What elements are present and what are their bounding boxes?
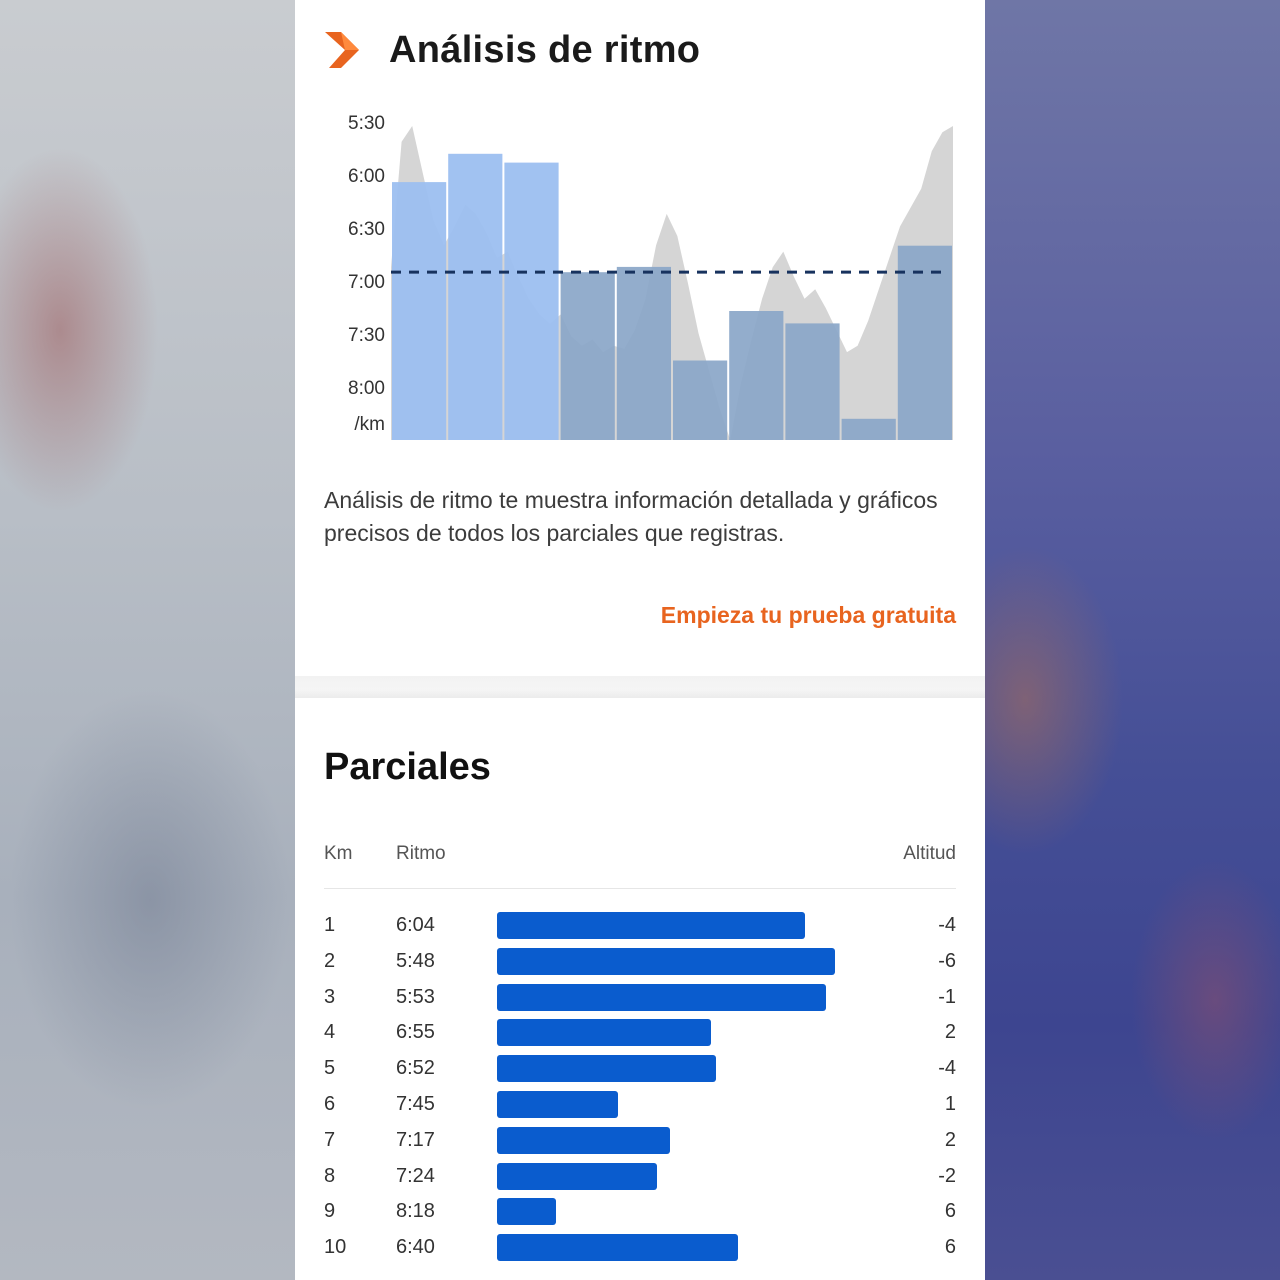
background-left — [0, 0, 295, 1280]
split-pace-bar — [497, 983, 826, 1011]
page-title: Análisis de ritmo — [389, 28, 701, 71]
split-km: 5 — [324, 1057, 336, 1080]
split-pace: 8:18 — [396, 1200, 435, 1223]
split-row: 6 7:45 1 — [324, 1087, 956, 1123]
description-text: Análisis de ritmo te muestra información… — [324, 487, 938, 546]
pace-bar — [448, 153, 503, 441]
split-altitude: -1 — [938, 985, 956, 1008]
km-column-header: Km — [324, 843, 353, 864]
split-pace: 6:55 — [396, 1021, 435, 1044]
split-pace: 7:17 — [396, 1128, 435, 1151]
split-km: 7 — [324, 1128, 336, 1151]
y-axis: 5:30 6:00 6:30 7:00 7:30 8:00 — [348, 113, 385, 399]
section-divider — [295, 676, 985, 698]
pace-bar — [560, 272, 615, 440]
split-altitude: 6 — [944, 1236, 956, 1259]
split-km: 8 — [324, 1164, 336, 1187]
split-pace: 6:52 — [396, 1057, 435, 1080]
pace-bar — [504, 162, 559, 440]
y-tick-label: 5:30 — [348, 113, 385, 134]
split-pace-bar — [497, 1019, 711, 1047]
split-altitude: 2 — [944, 1021, 956, 1044]
split-altitude: -4 — [938, 1057, 956, 1080]
split-km: 6 — [324, 1092, 336, 1115]
split-pace: 5:53 — [396, 985, 435, 1008]
split-pace-bar — [497, 1198, 556, 1226]
split-altitude: -4 — [938, 914, 956, 936]
split-km: 9 — [324, 1200, 336, 1223]
y-tick-label: 7:00 — [348, 272, 385, 293]
pace-bar — [673, 360, 728, 440]
y-tick-label: 8:00 — [348, 378, 385, 399]
split-row: 2 5:48 -6 — [324, 944, 956, 980]
header-rule — [324, 888, 956, 889]
free-trial-link[interactable]: Empieza tu prueba gratuita — [660, 602, 956, 628]
split-pace-bar — [497, 1126, 670, 1154]
split-pace-bar — [497, 1090, 618, 1118]
split-pace: 7:45 — [396, 1092, 435, 1115]
split-altitude: -6 — [938, 949, 956, 972]
chevron-logo-icon — [325, 32, 359, 68]
split-altitude: 6 — [944, 1200, 956, 1223]
split-row: 5 6:52 -4 — [324, 1051, 956, 1087]
pace-column-header: Ritmo — [396, 843, 446, 864]
y-axis-unit-label: /km — [354, 414, 385, 435]
split-row: 1 6:04 -4 — [324, 908, 956, 944]
split-row: 3 5:53 -1 — [324, 980, 956, 1016]
splits-table: 1 6:04 -4 2 5:48 -6 3 5:53 -1 4 6:55 2 5 6:52 -4 6 7:45 1… — [324, 908, 956, 1266]
pace-analysis-header: Análisis de ritmo — [325, 26, 700, 74]
activity-card: Análisis de ritmo 5:30 6:00 6:30 7:00 7:30 8:… — [295, 0, 985, 1280]
altitude-column-header: Altitud — [903, 843, 956, 864]
pace-bar — [841, 418, 896, 440]
split-pace: 6:40 — [396, 1236, 435, 1259]
pace-bar — [392, 182, 447, 440]
split-pace-bar — [497, 1234, 738, 1262]
pace-bar — [729, 311, 784, 440]
split-km: 4 — [324, 1021, 336, 1044]
split-km: 10 — [324, 1236, 347, 1259]
split-pace: 6:04 — [396, 914, 435, 936]
background-right — [985, 0, 1280, 1280]
pace-bar — [897, 245, 952, 440]
split-row: 8 7:24 -2 — [324, 1159, 956, 1195]
split-pace: 7:24 — [396, 1164, 435, 1187]
split-pace-bar — [497, 912, 805, 939]
split-km: 2 — [324, 949, 336, 972]
split-km: 3 — [324, 985, 336, 1008]
split-altitude: 1 — [944, 1092, 956, 1115]
y-tick-label: 7:30 — [348, 325, 385, 346]
split-pace-bar — [497, 947, 835, 975]
split-pace-bar — [497, 1162, 657, 1190]
split-altitude: 2 — [944, 1128, 956, 1151]
pace-bar — [616, 266, 671, 440]
split-row: 4 6:55 2 — [324, 1015, 956, 1051]
y-tick-label: 6:00 — [348, 166, 385, 187]
split-km: 1 — [324, 914, 336, 936]
split-pace-bar — [497, 1055, 716, 1083]
pace-bars — [392, 153, 952, 441]
split-row: 10 6:40 6 — [324, 1230, 956, 1266]
split-row: 7 7:17 2 — [324, 1123, 956, 1159]
y-tick-label: 6:30 — [348, 219, 385, 240]
pace-chart: 5:30 6:00 6:30 7:00 7:30 8:00 /km — [348, 113, 953, 441]
split-pace: 5:48 — [396, 949, 435, 972]
split-row: 9 8:18 6 — [324, 1194, 956, 1230]
splits-title: Parciales — [324, 746, 491, 788]
split-altitude: -2 — [938, 1164, 956, 1187]
pace-bar — [785, 323, 840, 440]
